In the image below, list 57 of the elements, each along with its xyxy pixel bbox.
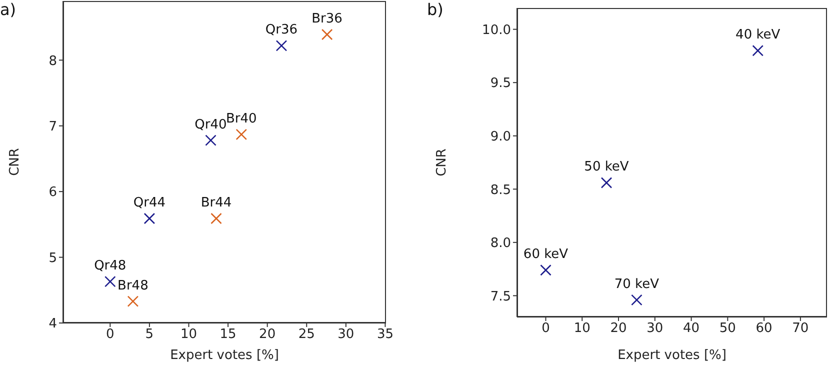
x-tick-label: 10 bbox=[180, 327, 198, 342]
annotation: Br40 bbox=[226, 111, 257, 126]
x-tick-label: 0 bbox=[106, 327, 114, 342]
y-tick-label: 7 bbox=[48, 119, 57, 134]
x-tick-label: 10 bbox=[574, 321, 590, 336]
y-tick-label: 8 bbox=[48, 54, 57, 69]
point bbox=[276, 40, 288, 52]
y-tick-label: 8.5 bbox=[490, 182, 511, 198]
annotation: Br44 bbox=[200, 196, 232, 211]
annotation: 60 keV bbox=[523, 247, 568, 262]
y-tick-label: 9.0 bbox=[490, 129, 511, 144]
y-tick-label: 7.5 bbox=[490, 289, 511, 304]
x-tick-label: 50 bbox=[719, 321, 736, 336]
x-tick-label: 20 bbox=[610, 321, 627, 336]
point bbox=[236, 128, 248, 140]
y-tick-label: 6 bbox=[48, 185, 57, 200]
point bbox=[321, 28, 333, 40]
x-tick-label: 5 bbox=[145, 327, 154, 342]
x-tick-label: 35 bbox=[376, 327, 394, 342]
point bbox=[540, 264, 552, 276]
y-tick-label: 10.0 bbox=[482, 22, 511, 38]
y-tick-label: 9.5 bbox=[490, 76, 511, 92]
point bbox=[127, 296, 139, 307]
x-tick-label: 30 bbox=[646, 321, 664, 336]
y-tick-label: 8.0 bbox=[490, 236, 511, 252]
chart-title: b) bbox=[427, 0, 444, 19]
x-tick-label: 20 bbox=[259, 327, 276, 342]
annotation: Br36 bbox=[312, 12, 342, 27]
y-tick-label: 4 bbox=[48, 316, 57, 332]
y-axis-title: CNR bbox=[8, 148, 23, 176]
y-axis-title: CNR bbox=[434, 148, 450, 176]
x-axis-title: Expert votes [%] bbox=[170, 348, 279, 363]
point bbox=[104, 276, 116, 288]
y-tick-label: 5 bbox=[48, 250, 57, 266]
annotation: Qr44 bbox=[133, 196, 166, 211]
x-tick-label: 60 bbox=[756, 321, 772, 336]
annotation: Qr48 bbox=[94, 258, 126, 274]
x-tick-label: 30 bbox=[338, 327, 354, 342]
annotation: 50 keV bbox=[584, 160, 629, 175]
chart-title: a) bbox=[0, 0, 16, 19]
annotation: Br48 bbox=[118, 278, 148, 294]
annotation: 40 keV bbox=[736, 28, 780, 43]
point bbox=[600, 177, 612, 188]
point bbox=[205, 134, 216, 146]
x-tick-label: 25 bbox=[298, 327, 315, 342]
x-tick-label: 70 bbox=[792, 321, 809, 336]
point bbox=[631, 294, 642, 306]
x-axis-title: Expert votes [%] bbox=[618, 348, 726, 363]
annotation: Qr36 bbox=[265, 22, 298, 38]
point bbox=[144, 212, 156, 224]
x-tick-label: 0 bbox=[542, 321, 550, 336]
point bbox=[752, 44, 764, 56]
x-tick-label: 15 bbox=[220, 327, 236, 342]
annotation: 70 keV bbox=[614, 276, 660, 292]
annotation: Qr40 bbox=[194, 117, 227, 132]
x-tick-label: 40 bbox=[683, 321, 700, 336]
point bbox=[210, 212, 222, 224]
